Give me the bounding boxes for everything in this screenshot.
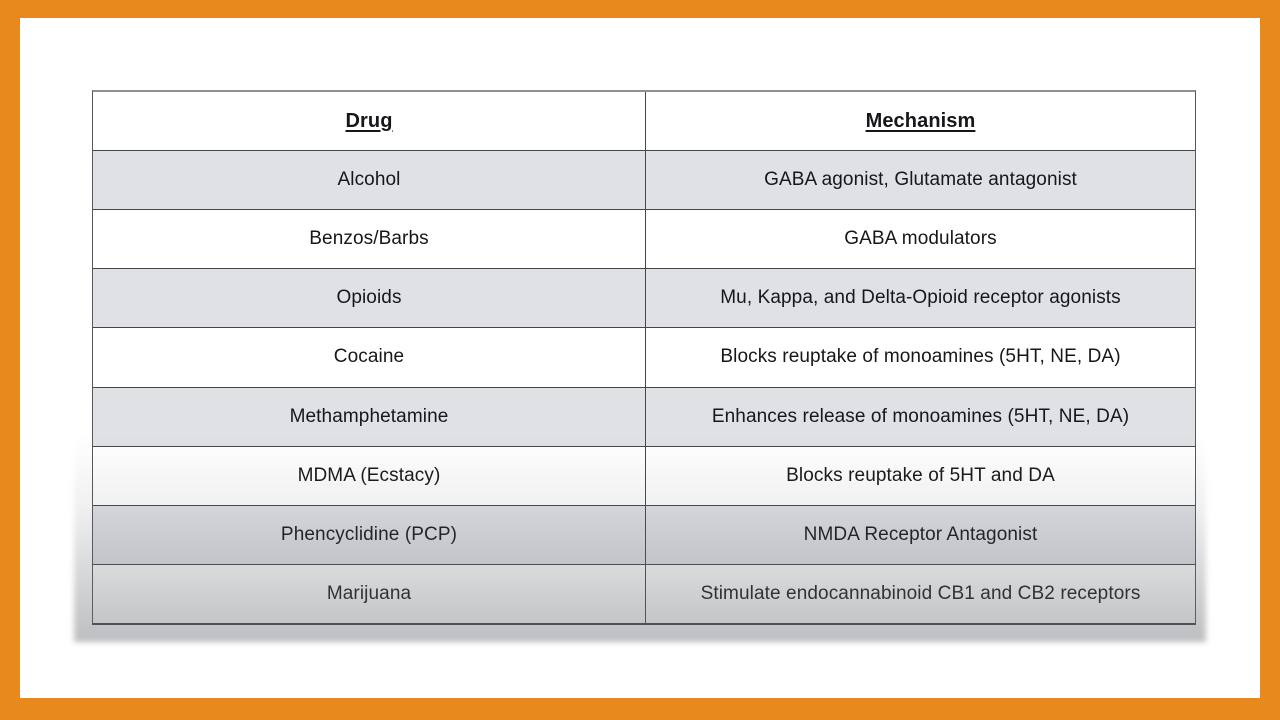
drug-cell: Phencyclidine (PCP) bbox=[93, 505, 646, 564]
table-row: Benzos/Barbs GABA modulators bbox=[93, 210, 1195, 270]
column-header-drug: Drug bbox=[93, 92, 646, 151]
table-header-row: Drug Mechanism bbox=[93, 92, 1195, 152]
mechanism-cell: GABA agonist, Glutamate antagonist bbox=[764, 169, 1077, 191]
mechanism-cell: Enhances release of monoamines (5HT, NE,… bbox=[711, 405, 1130, 427]
drug-mechanism-table: Drug Mechanism Alcohol GABA agonist, Glu… bbox=[92, 90, 1196, 625]
drug-cell: Alcohol bbox=[93, 151, 646, 210]
column-header-drug-label: Drug bbox=[345, 109, 393, 132]
table-row: Cocaine Blocks reuptake of monoamines (5… bbox=[93, 328, 1195, 388]
table-row: Marijuana Stimulate endocannabinoid CB1 … bbox=[93, 564, 1195, 623]
drug-cell: Benzos/Barbs bbox=[93, 210, 646, 269]
mechanism-cell: NMDA Receptor Antagonist bbox=[803, 523, 1038, 545]
mechanism-cell: GABA modulators bbox=[844, 228, 997, 250]
mechanism-cell: Blocks reuptake of 5HT and DA bbox=[786, 464, 1055, 486]
column-header-mechanism: Mechanism bbox=[646, 92, 1195, 150]
drug-cell: Marijuana bbox=[93, 564, 646, 623]
drug-cell: Methamphetamine bbox=[93, 387, 646, 446]
slide-panel: Drug Mechanism Alcohol GABA agonist, Glu… bbox=[20, 18, 1260, 698]
table-row: Alcohol GABA agonist, Glutamate antagoni… bbox=[93, 151, 1195, 211]
drug-cell: Opioids bbox=[93, 269, 646, 328]
column-header-mechanism-label: Mechanism bbox=[865, 109, 976, 132]
mechanism-cell: Blocks reuptake of monoamines (5HT, NE, … bbox=[720, 346, 1121, 368]
drug-cell: MDMA (Ecstacy) bbox=[93, 446, 646, 505]
drug-cell: Cocaine bbox=[93, 328, 646, 387]
table-row: Phencyclidine (PCP) NMDA Receptor Antago… bbox=[93, 505, 1195, 565]
mechanism-cell: Mu, Kappa, and Delta-Opioid receptor ago… bbox=[720, 287, 1121, 309]
table-row: MDMA (Ecstacy) Blocks reuptake of 5HT an… bbox=[93, 446, 1195, 506]
mechanism-cell: Stimulate endocannabinoid CB1 and CB2 re… bbox=[700, 582, 1141, 604]
table-row: Opioids Mu, Kappa, and Delta-Opioid rece… bbox=[93, 269, 1195, 329]
table-row: Methamphetamine Enhances release of mono… bbox=[93, 387, 1195, 447]
